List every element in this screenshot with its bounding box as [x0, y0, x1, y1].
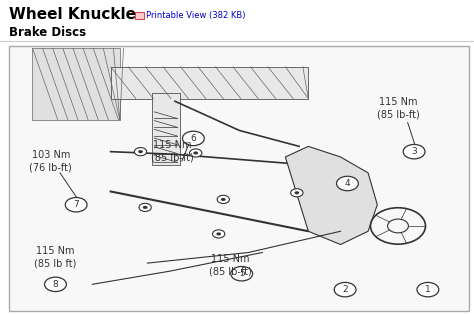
Text: 115 Nm
(85 lb ft): 115 Nm (85 lb ft): [34, 246, 77, 268]
Text: 115 Nm
(85 lb-ft): 115 Nm (85 lb-ft): [377, 97, 419, 120]
Text: 5: 5: [239, 269, 245, 278]
Circle shape: [143, 206, 147, 209]
Text: 3: 3: [411, 147, 417, 156]
Text: 7: 7: [73, 200, 79, 209]
Text: 8: 8: [53, 280, 58, 289]
Circle shape: [139, 203, 151, 211]
FancyBboxPatch shape: [110, 67, 308, 99]
Circle shape: [217, 195, 229, 203]
Text: Printable View (382 KB): Printable View (382 KB): [146, 11, 246, 19]
Text: Brake Discs: Brake Discs: [9, 26, 87, 40]
Circle shape: [45, 277, 66, 291]
Circle shape: [403, 144, 425, 159]
FancyBboxPatch shape: [135, 12, 144, 19]
Circle shape: [294, 191, 299, 194]
Text: 1: 1: [425, 285, 431, 294]
Text: 115 Nm
(85 lb-ft): 115 Nm (85 lb-ft): [151, 140, 194, 162]
Circle shape: [212, 230, 225, 238]
Circle shape: [190, 149, 202, 157]
Circle shape: [193, 151, 198, 154]
FancyBboxPatch shape: [9, 46, 469, 311]
Circle shape: [182, 131, 204, 146]
Circle shape: [231, 267, 253, 281]
Text: Wheel Knuckle: Wheel Knuckle: [9, 7, 137, 22]
Circle shape: [216, 232, 221, 236]
Circle shape: [221, 198, 226, 201]
Circle shape: [337, 176, 358, 191]
Circle shape: [65, 198, 87, 212]
Text: 2: 2: [342, 285, 348, 294]
Text: 6: 6: [191, 134, 196, 143]
Text: 103 Nm
(76 lb-ft): 103 Nm (76 lb-ft): [29, 150, 72, 173]
FancyBboxPatch shape: [32, 48, 120, 120]
Text: 115 Nm
(85 lb-ft): 115 Nm (85 lb-ft): [209, 254, 252, 276]
Polygon shape: [285, 146, 377, 245]
Circle shape: [138, 150, 143, 153]
Circle shape: [291, 189, 303, 197]
Circle shape: [417, 282, 439, 297]
Circle shape: [334, 282, 356, 297]
Text: 4: 4: [345, 179, 350, 188]
FancyBboxPatch shape: [152, 93, 180, 165]
Circle shape: [134, 148, 146, 156]
